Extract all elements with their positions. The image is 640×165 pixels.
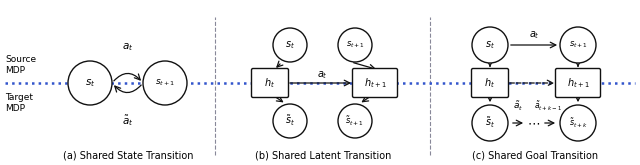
- Text: $s_t$: $s_t$: [285, 39, 295, 51]
- Text: $s_t$: $s_t$: [485, 39, 495, 51]
- Text: $\tilde{a}_t$: $\tilde{a}_t$: [513, 100, 523, 113]
- Text: $s_{t+1}$: $s_{t+1}$: [155, 78, 175, 88]
- Text: Source
MDP: Source MDP: [5, 55, 36, 75]
- Text: $h_{t+1}$: $h_{t+1}$: [566, 76, 589, 90]
- Text: $h_{t+1}$: $h_{t+1}$: [364, 76, 387, 90]
- Circle shape: [273, 104, 307, 138]
- Text: $a_t$: $a_t$: [317, 69, 328, 81]
- Text: $h_t$: $h_t$: [264, 76, 275, 90]
- Text: $h_t$: $h_t$: [484, 76, 495, 90]
- Circle shape: [273, 28, 307, 62]
- FancyBboxPatch shape: [353, 68, 397, 98]
- Circle shape: [338, 104, 372, 138]
- FancyBboxPatch shape: [556, 68, 600, 98]
- Circle shape: [472, 27, 508, 63]
- Text: $\tilde{a}_{t+k-1}$: $\tilde{a}_{t+k-1}$: [534, 100, 562, 113]
- Text: $\tilde{s}_{t+1}$: $\tilde{s}_{t+1}$: [346, 114, 365, 128]
- Circle shape: [338, 28, 372, 62]
- Text: $\tilde{s}_t$: $\tilde{s}_t$: [285, 114, 295, 128]
- Text: (a) Shared State Transition: (a) Shared State Transition: [63, 150, 193, 160]
- Text: (c) Shared Goal Transition: (c) Shared Goal Transition: [472, 150, 598, 160]
- Text: $\tilde{s}_t$: $\tilde{s}_t$: [485, 116, 495, 130]
- FancyBboxPatch shape: [252, 68, 289, 98]
- Text: (b) Shared Latent Transition: (b) Shared Latent Transition: [255, 150, 391, 160]
- Circle shape: [472, 105, 508, 141]
- Text: $s_{t+1}$: $s_{t+1}$: [346, 40, 365, 50]
- Text: $a_t$: $a_t$: [122, 41, 133, 53]
- Text: Target
MDP: Target MDP: [5, 93, 33, 113]
- Circle shape: [68, 61, 112, 105]
- Text: $\tilde{s}_{t+k}$: $\tilde{s}_{t+k}$: [568, 116, 588, 130]
- Text: $s_t$: $s_t$: [84, 77, 95, 89]
- Text: $\tilde{a}_t$: $\tilde{a}_t$: [122, 114, 133, 128]
- Text: $a_t$: $a_t$: [529, 29, 540, 41]
- Circle shape: [560, 105, 596, 141]
- Text: $s_{t+1}$: $s_{t+1}$: [568, 40, 588, 50]
- Circle shape: [560, 27, 596, 63]
- Text: $\cdots$: $\cdots$: [527, 116, 541, 130]
- FancyBboxPatch shape: [472, 68, 509, 98]
- Circle shape: [143, 61, 187, 105]
